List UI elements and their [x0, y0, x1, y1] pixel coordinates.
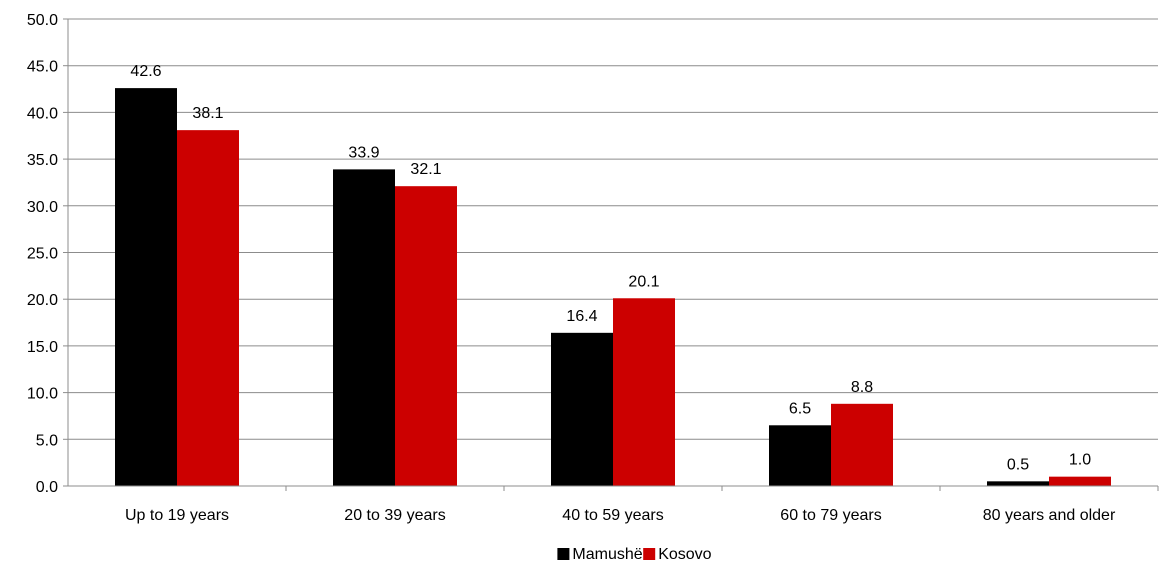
y-tick-label: 20.0 [27, 292, 58, 309]
x-axis-category-labels: Up to 19 years 20 to 39 years 40 to 59 yea… [125, 507, 1116, 524]
y-tick-label: 15.0 [27, 339, 58, 356]
bar-kosovo-3 [831, 404, 893, 486]
legend-swatch-kosovo [643, 548, 655, 560]
bar-mamush--2 [551, 333, 613, 486]
data-label: 33.9 [348, 144, 379, 161]
y-tick-label: 25.0 [27, 246, 58, 263]
y-tick-label: 30.0 [27, 199, 58, 216]
bar-mamush--3 [769, 425, 831, 486]
y-tick-label: 40.0 [27, 105, 58, 122]
y-tick-label: 45.0 [27, 59, 58, 76]
bar-mamush--0 [115, 88, 177, 486]
category-label: 20 to 39 years [344, 507, 445, 524]
y-tick-label: 5.0 [36, 432, 58, 449]
data-label: 1.0 [1069, 452, 1091, 469]
category-label: 60 to 79 years [780, 507, 881, 524]
data-label: 16.4 [566, 308, 597, 325]
bar-kosovo-1 [395, 186, 457, 486]
legend-label: Kosovo [658, 546, 711, 563]
category-label: 80 years and older [983, 507, 1116, 524]
legend-swatch-mamush- [557, 548, 569, 560]
legend-label: Mamushë [572, 546, 642, 563]
data-label: 6.5 [789, 400, 811, 417]
y-tick-label: 35.0 [27, 152, 58, 169]
y-tick-label: 10.0 [27, 386, 58, 403]
category-label: 40 to 59 years [562, 507, 663, 524]
legend: Mamushë Kosovo [557, 546, 711, 563]
y-tick-label: 0.0 [36, 479, 58, 496]
y-tick-label: 50.0 [27, 12, 58, 29]
bars [115, 88, 1111, 486]
data-label: 32.1 [410, 161, 441, 178]
bar-kosovo-4 [1049, 477, 1111, 486]
category-label: Up to 19 years [125, 507, 229, 524]
data-label: 8.8 [851, 379, 873, 396]
bar-mamush--1 [333, 169, 395, 486]
data-label: 20.1 [628, 273, 659, 290]
bar-kosovo-2 [613, 298, 675, 486]
data-label: 0.5 [1007, 456, 1029, 473]
y-axis-tick-labels: 0.0 5.0 10.0 15.0 20.0 25.0 30.0 35.0 40.0 45.0 50… [27, 12, 58, 496]
bar-kosovo-0 [177, 130, 239, 486]
data-label: 38.1 [192, 105, 223, 122]
bar-mamush--4 [987, 481, 1049, 486]
data-label: 42.6 [130, 63, 161, 80]
